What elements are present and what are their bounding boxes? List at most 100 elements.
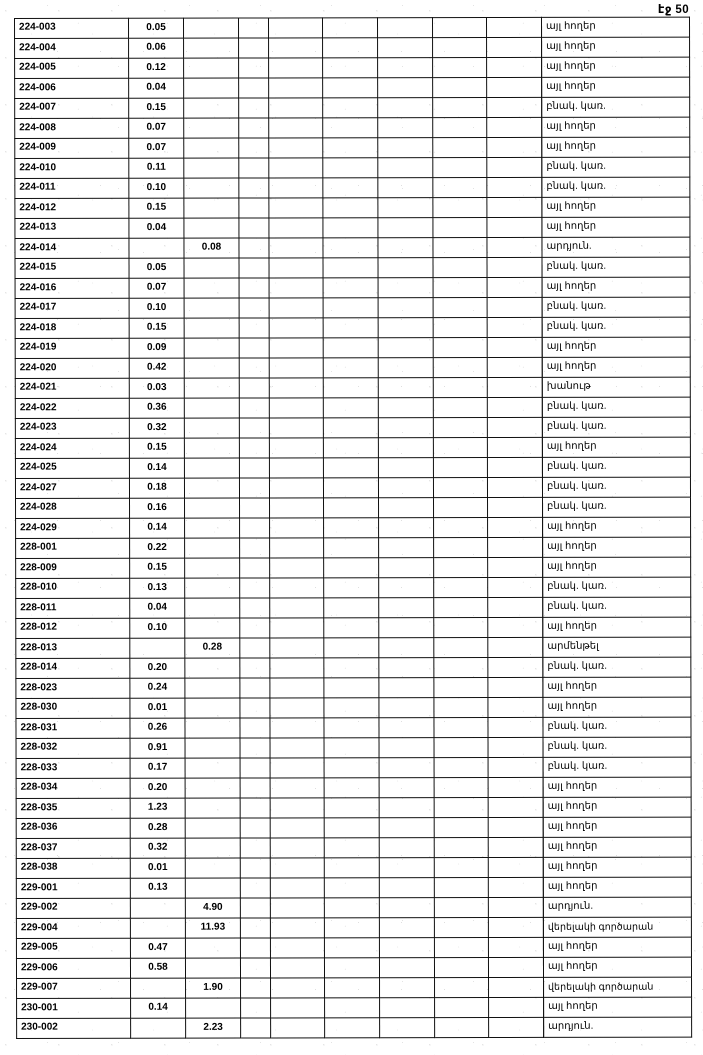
land-use-description-cell: այլ հողեր	[543, 857, 692, 878]
table-row[interactable]: 224-028 0.16 բնակ. կառ.	[15, 497, 691, 519]
table-row[interactable]: 224-016 0.07 այլ հողեր	[15, 277, 691, 299]
area-value-1-cell: 0.04	[128, 218, 184, 239]
table-row[interactable]: 224-021 0.03 խանութ	[15, 377, 691, 399]
table-row[interactable]: 228-012 0.10 այլ հողեր	[15, 617, 691, 639]
table-row[interactable]: 228-010 0.13 բնակ. կառ.	[15, 577, 691, 599]
area-value-2-cell	[185, 758, 241, 779]
table-row[interactable]: 228-001 0.22 այլ հողեր	[15, 537, 691, 559]
table-row[interactable]: 224-007 0.15 բնակ. կառ.	[14, 97, 690, 119]
table-row[interactable]: 230-001 0.14 այլ հողեր	[16, 997, 692, 1019]
empty-cell-e2	[269, 457, 324, 478]
empty-cell-e6	[487, 317, 543, 338]
empty-cell-e5	[433, 337, 488, 358]
area-value-2-cell	[184, 538, 240, 559]
empty-cell-e6	[488, 1017, 544, 1038]
empty-cell-e2	[270, 977, 325, 998]
table-row[interactable]: 224-009 0.07 այլ հողեր	[14, 137, 690, 159]
table-row[interactable]: 229-006 0.58 այլ հողեր	[16, 957, 692, 979]
parcel-id-cell: 224-023	[15, 417, 130, 439]
table-row[interactable]: 229-007 1.90 վերելակի գործարան	[16, 977, 692, 999]
empty-cell-e1	[239, 337, 270, 359]
table-row[interactable]: 228-036 0.28 այլ հողեր	[16, 817, 692, 839]
table-row[interactable]: 229-004 11.93 վերելակի գործարան	[16, 917, 692, 939]
empty-cell-e1	[238, 137, 269, 159]
table-row[interactable]: 224-006 0.04 այլ հողեր	[14, 77, 690, 99]
table-row[interactable]: 224-023 0.32 բնակ. կառ.	[15, 417, 691, 439]
table-row[interactable]: 228-011 0.04 բնակ. կառ.	[15, 597, 691, 619]
empty-cell-e2	[268, 157, 323, 178]
land-use-description-cell: բնակ. կառ.	[541, 177, 690, 198]
table-row[interactable]: 224-018 0.15 բնակ. կառ.	[15, 317, 691, 339]
table-row[interactable]: 224-003 0.05 այլ հողեր	[14, 17, 690, 39]
empty-cell-e6	[488, 897, 544, 918]
table-row[interactable]: 224-025 0.14 բնակ. կառ.	[15, 457, 691, 479]
table-row[interactable]: 224-022 0.36 բնակ. կառ.	[15, 397, 691, 419]
table-row[interactable]: 230-002 2.23 արդյուն.	[16, 1017, 692, 1039]
table-row[interactable]: 224-014 0.08 արդյուն.	[14, 237, 691, 259]
empty-cell-e6	[487, 597, 543, 618]
empty-cell-e3	[323, 377, 379, 398]
empty-cell-e4	[378, 337, 434, 358]
table-row[interactable]: 228-014 0.20 բնակ. կառ.	[15, 657, 691, 679]
table-row[interactable]: 224-017 0.10 բնակ. կառ.	[15, 297, 691, 319]
table-row[interactable]: 228-038 0.01 այլ հողեր	[16, 857, 692, 879]
table-row[interactable]: 229-002 4.90 արդյուն.	[16, 897, 692, 919]
area-value-1-cell: 0.10	[129, 618, 185, 639]
land-use-description-cell: այլ հողեր	[542, 357, 691, 378]
land-use-description-cell: այլ հողեր	[543, 817, 692, 838]
table-row[interactable]: 228-037 0.32 այլ հողեր	[16, 837, 692, 859]
table-row[interactable]: 224-010 0.11 բնակ. կառ.	[14, 157, 690, 179]
table-row[interactable]: 228-034 0.20 այլ հողեր	[16, 777, 692, 799]
land-use-description-cell: այլ հողեր	[542, 437, 691, 458]
table-row[interactable]: 228-009 0.15 այլ հողեր	[15, 557, 691, 579]
empty-cell-e2	[268, 97, 323, 118]
parcel-id-cell: 224-015	[15, 257, 130, 279]
table-row[interactable]: 224-005 0.12 այլ հողեր	[14, 57, 690, 79]
table-row[interactable]: 228-031 0.26 բնակ. կառ.	[15, 717, 692, 739]
table-row[interactable]: 228-032 0.91 բնակ. կառ.	[16, 737, 692, 759]
area-value-2-cell	[185, 818, 241, 839]
area-value-2-cell	[185, 838, 241, 859]
empty-cell-e5	[433, 257, 488, 278]
area-value-1-cell: 0.05	[129, 258, 185, 279]
empty-cell-e3	[323, 337, 379, 358]
table-row[interactable]: 224-013 0.04 այլ հողեր	[14, 217, 690, 239]
parcel-id-cell: 228-033	[16, 758, 131, 779]
table-row[interactable]: 228-035 1.23 այլ հողեր	[16, 797, 692, 819]
empty-cell-e5	[433, 717, 489, 738]
area-value-2-cell	[183, 218, 239, 239]
table-row[interactable]: 229-001 0.13 այլ հողեր	[16, 877, 692, 899]
empty-cell-e2	[269, 637, 324, 658]
area-value-2-cell	[184, 278, 240, 299]
table-row[interactable]: 224-019 0.09 այլ հողեր	[15, 337, 691, 359]
empty-cell-e4	[378, 637, 434, 658]
land-use-description-cell: բնակ. կառ.	[542, 577, 691, 598]
empty-cell-e1	[240, 897, 271, 919]
empty-cell-e1	[239, 297, 270, 319]
table-row[interactable]: 224-004 0.06 այլ հողեր	[14, 37, 690, 59]
table-row[interactable]: 228-013 0.28 արմենթել	[15, 637, 691, 659]
table-row[interactable]: 224-011 0.10 բնակ. կառ.	[14, 177, 690, 199]
parcel-id-cell: 224-007	[14, 97, 129, 119]
area-value-1-cell: 0.15	[128, 198, 184, 219]
empty-cell-e5	[432, 157, 487, 178]
table-row[interactable]: 224-012 0.15 այլ հողեր	[14, 197, 690, 219]
table-row[interactable]: 228-033 0.17 բնակ. կառ.	[16, 757, 692, 779]
empty-cell-e3	[324, 737, 380, 758]
land-use-description-cell: այլ հողեր	[542, 697, 691, 718]
table-row[interactable]: 224-008 0.07 այլ հողեր	[14, 117, 690, 139]
parcel-id-cell: 229-005	[16, 937, 131, 959]
table-row[interactable]: 224-015 0.05 բնակ. կառ.	[15, 257, 691, 279]
area-value-1-cell: 0.22	[129, 538, 185, 559]
empty-cell-e6	[487, 537, 543, 558]
empty-cell-e3	[322, 197, 378, 218]
table-row[interactable]: 224-029 0.14 այլ հողեր	[15, 517, 691, 539]
table-row[interactable]: 228-030 0.01 այլ հողեր	[15, 697, 691, 719]
table-row[interactable]: 224-024 0.15 այլ հողեր	[15, 437, 691, 459]
table-row[interactable]: 229-005 0.47 այլ հողեր	[16, 937, 692, 959]
table-row[interactable]: 228-023 0.24 այլ հողեր	[15, 677, 691, 699]
land-use-description-cell: բնակ. կառ.	[542, 257, 691, 278]
table-row[interactable]: 224-027 0.18 բնակ. կառ.	[15, 477, 691, 499]
table-row[interactable]: 224-020 0.42 այլ հողեր	[15, 357, 691, 379]
land-use-description-cell: այլ հողեր	[543, 957, 692, 978]
